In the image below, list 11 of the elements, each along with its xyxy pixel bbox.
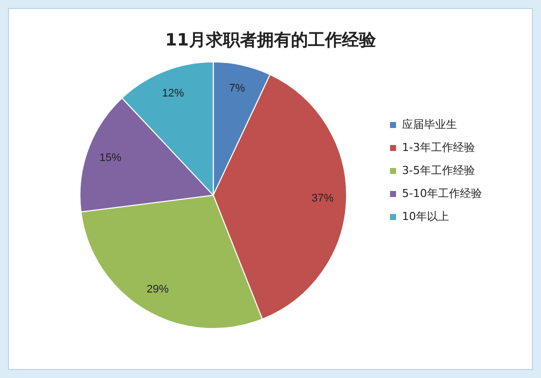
data-label: 15% [99,152,122,164]
data-label: 7% [229,82,246,95]
legend-label: 5-10年工作经验 [402,186,482,200]
chart-title: 11月求职者拥有的工作经验 [165,30,377,51]
legend-label: 3-5年工作经验 [402,164,476,177]
data-label: 12% [162,88,184,100]
legend-label: 应届毕业生 [402,118,458,131]
data-label: 37% [312,192,334,205]
legend-label: 10年以上 [402,210,450,223]
data-label: 29% [146,283,169,296]
legend-label: 1-3年工作经验 [402,140,476,154]
